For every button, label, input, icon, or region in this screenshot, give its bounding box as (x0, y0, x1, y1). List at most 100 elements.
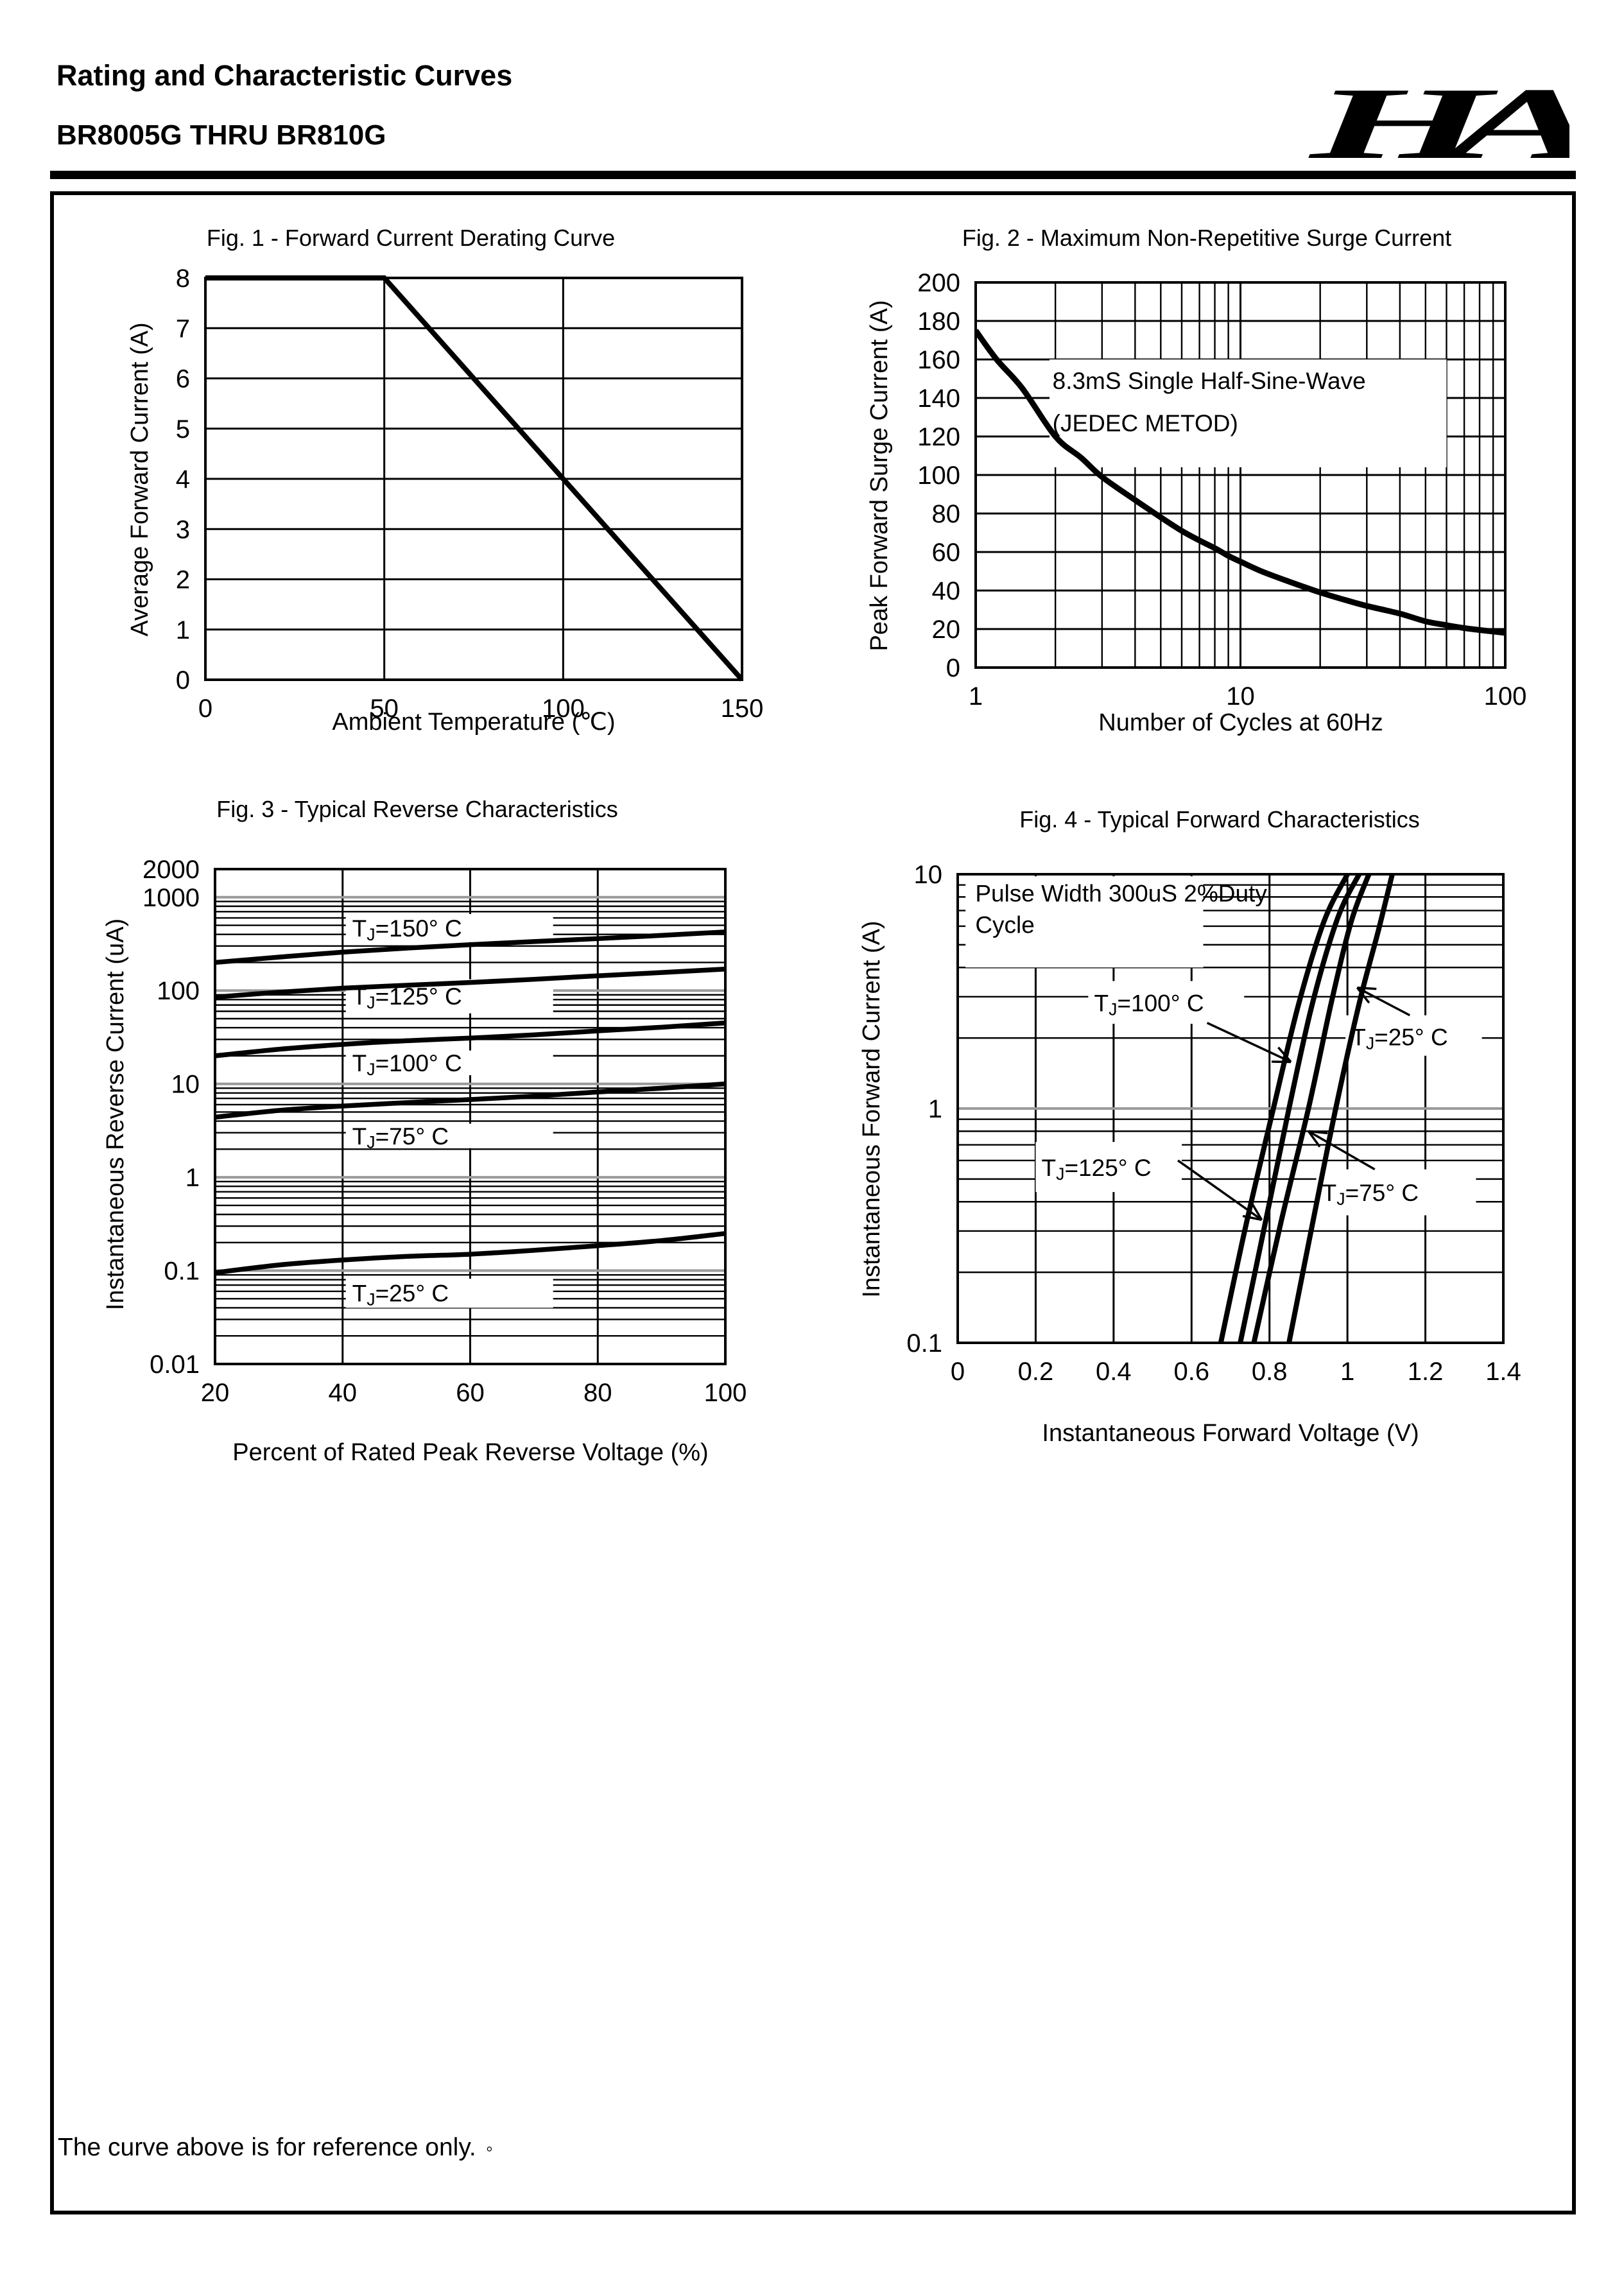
svg-text:TJ=100° C: TJ=100° C (1094, 990, 1204, 1019)
fig3-xtick: 40 (329, 1379, 358, 1407)
fig2-gridlines (976, 282, 1505, 668)
fig1-xaxis-title: Ambient Temperature (℃) (332, 709, 616, 736)
fig1-ytick: 8 (176, 264, 190, 293)
svg-text:Pulse Width 300uS 2%Duty: Pulse Width 300uS 2%Duty (975, 881, 1267, 907)
fig2-curve-peak-surge-current (974, 329, 1506, 636)
fig3-xtick: 100 (704, 1379, 747, 1407)
fig2-ytick: 140 (917, 384, 960, 413)
fig3-xaxis-title: Percent of Rated Peak Reverse Voltage (%… (232, 1439, 709, 1466)
fig1-curve-average-forward-current (205, 275, 743, 682)
fig3-curve-tj-150c (214, 929, 726, 965)
fig4-xtick: 0.2 (1018, 1358, 1054, 1386)
fig3-title: Fig. 3 - Typical Reverse Characteristics (216, 796, 618, 822)
content-frame (50, 191, 1576, 2214)
fig4-arrows (1177, 986, 1411, 1221)
fig4-curve-tj-125c (1218, 873, 1350, 1343)
fig2-xtick: 100 (1484, 682, 1527, 711)
fig1-ytick: 5 (176, 415, 190, 444)
fig3-ytick: 10 (171, 1071, 200, 1099)
fig3-curve-tj-125c (214, 966, 726, 1000)
fig2-ytick: 160 (917, 346, 960, 374)
fig3-chart: TJ=150° CTJ=125° CTJ=100° CTJ=75° CTJ=25… (143, 856, 747, 1407)
fig4-xtick: 0.8 (1252, 1358, 1288, 1386)
fig4-curve-labels: Pulse Width 300uS 2%Duty Cycle TJ=100° C TJ… (965, 876, 1482, 1216)
fig4-curve-tj-25c (1286, 874, 1395, 1343)
fig2-curve-labels: 8.3mS Single Half-Sine-Wave (JEDEC METOD) (1049, 359, 1447, 467)
fig3-ytick: 0.01 (150, 1351, 200, 1379)
reference-note: The curve above is for reference only. 。 (58, 2132, 502, 2162)
svg-text:TJ=25° C: TJ=25° C (352, 1281, 449, 1309)
fig2-plot-border (974, 281, 1507, 669)
fig4-curve-tj-100c (1238, 873, 1361, 1343)
fig4-xtick: 1 (1340, 1358, 1354, 1386)
fig1-ytick: 0 (176, 666, 190, 695)
fig3-ytick: 0.1 (164, 1257, 200, 1286)
fig4-curve-tj-75c (1251, 873, 1372, 1343)
fig1-xtick: 50 (370, 695, 399, 723)
fig2-xaxis-title: Number of Cycles at 60Hz (1098, 709, 1383, 736)
fig1-ytick: 7 (176, 315, 190, 343)
fig3-ytick: 2000 (143, 856, 200, 884)
page-title: Rating and Characteristic Curves (56, 59, 513, 92)
arrow-tj-125 (1177, 1159, 1263, 1221)
fig2-chart: 8.3mS Single Half-Sine-Wave (JEDEC METOD)… (917, 269, 1526, 711)
fig1-plot-border (204, 277, 743, 681)
fig1-gridlines (205, 278, 742, 680)
svg-text:TJ=100° C: TJ=100° C (352, 1050, 462, 1079)
fig2-ytick: 100 (917, 462, 960, 490)
arrow-tj-25 (1356, 986, 1411, 1017)
fig3-curve-tj-75c (214, 1081, 726, 1120)
fig4-xtick: 1.2 (1408, 1358, 1444, 1386)
fig2-ytick: 200 (917, 269, 960, 297)
fig4-xtick: 0 (951, 1358, 965, 1386)
fig2-title: Fig. 2 - Maximum Non-Repetitive Surge Cu… (962, 225, 1452, 251)
arrow-tj-100 (1206, 1022, 1292, 1064)
fig1-xtick: 0 (198, 695, 212, 723)
svg-text:TJ=125° C: TJ=125° C (1042, 1155, 1152, 1184)
fig1-chart: 0 50 100 150 8 7 6 5 4 3 2 1 0 (176, 264, 764, 723)
fig4-xtick: 1.4 (1485, 1358, 1521, 1386)
fig1-xtick: 150 (721, 695, 764, 723)
svg-text:8.3mS Single Half-Sine-Wave: 8.3mS Single Half-Sine-Wave (1053, 368, 1366, 394)
fig4-series (1218, 873, 1395, 1343)
fig3-xtick: 20 (201, 1379, 230, 1407)
fig4-title: Fig. 4 - Typical Forward Characteristics (1019, 806, 1420, 833)
fig1-series (205, 275, 743, 682)
fig3-ytick: 100 (157, 977, 200, 1005)
fig4-plot-border (956, 873, 1505, 1344)
fig3-xtick: 80 (583, 1379, 612, 1407)
fig2-ytick: 60 (932, 539, 961, 567)
fig3-series (214, 929, 726, 1275)
part-number: BR8005G THRU BR810G (56, 119, 386, 151)
reference-note-text: The curve above is for reference only. (58, 2134, 476, 2161)
fig4-ytick: 0.1 (906, 1329, 942, 1358)
fig1-ytick: 3 (176, 515, 190, 544)
fig1-ytick: 2 (176, 566, 190, 594)
fig2-xtick: 10 (1226, 682, 1255, 711)
fig2-ytick: 0 (946, 654, 960, 682)
header-divider (50, 171, 1576, 179)
svg-text:Cycle: Cycle (975, 911, 1035, 938)
fig3-ytick: 1000 (143, 884, 200, 912)
logo-text: HA (1307, 76, 1569, 178)
reference-note-suffix: 。 (486, 2137, 502, 2154)
svg-text:TJ=150° C: TJ=150° C (352, 915, 462, 944)
fig4-chart: Pulse Width 300uS 2%Duty Cycle TJ=100° C TJ… (906, 861, 1521, 1386)
fig2-xtick: 1 (969, 682, 983, 711)
arrow-tj-75 (1308, 1130, 1376, 1171)
fig4-xtick: 0.6 (1173, 1358, 1209, 1386)
fig2-series (974, 329, 1506, 636)
fig3-xtick: 60 (456, 1379, 485, 1407)
fig4-xaxis-title: Instantaneous Forward Voltage (V) (1042, 1420, 1419, 1447)
svg-text:TJ=75° C: TJ=75° C (1322, 1180, 1419, 1209)
fig2-ytick: 40 (932, 577, 961, 605)
fig1-ytick: 1 (176, 616, 190, 644)
brand-logo: HA (1307, 76, 1569, 178)
fig4-ytick: 10 (914, 861, 943, 889)
fig3-ytick: 1 (186, 1164, 200, 1192)
fig4-xtick: 0.4 (1096, 1358, 1132, 1386)
svg-text:TJ=75° C: TJ=75° C (352, 1123, 449, 1152)
